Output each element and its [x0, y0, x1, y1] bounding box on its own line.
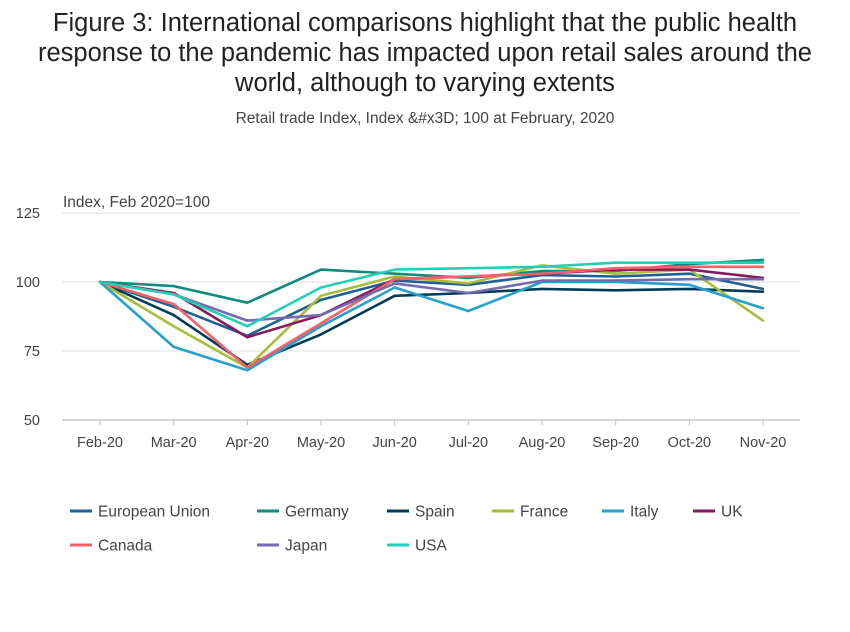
y-axis-label: Index, Feb 2020=100	[63, 194, 210, 211]
x-tick-label: Apr-20	[226, 435, 270, 451]
series-line-japan	[98, 277, 765, 322]
series-line-usa	[98, 261, 765, 328]
legend: European Union Germany Spain France Italy UK C…	[70, 504, 743, 555]
legend-label: Germany	[285, 504, 349, 521]
grid-layer	[62, 212, 800, 421]
y-axis-ticks: 125 100 75 50	[16, 206, 40, 429]
series-line-european-union	[98, 272, 765, 338]
legend-item-germany: Germany	[257, 504, 349, 521]
legend-item-uk: UK	[693, 504, 743, 521]
x-tick-label: Oct-20	[668, 435, 712, 451]
legend-label: European Union	[98, 504, 210, 521]
x-tick-label: May-20	[297, 435, 345, 451]
series-line-italy	[98, 280, 765, 372]
legend-item-canada: Canada	[70, 538, 153, 555]
legend-label: Japan	[285, 538, 327, 555]
series-line-spain	[98, 280, 765, 367]
y-tick-label: 50	[24, 413, 40, 429]
legend-label: Canada	[98, 538, 153, 555]
chart-title: Figure 3: International comparisons high…	[38, 9, 812, 97]
series-line-canada	[98, 265, 765, 369]
legend-item-italy: Italy	[602, 504, 659, 521]
y-tick-label: 75	[24, 344, 40, 360]
legend-label: USA	[415, 538, 448, 555]
legend-item-usa: USA	[387, 538, 448, 555]
legend-label: France	[520, 504, 568, 521]
legend-item-european-union: European Union	[70, 504, 210, 521]
legend-item-spain: Spain	[387, 504, 455, 521]
x-tick-label: Jul-20	[449, 435, 489, 451]
chart-subtitle: Retail trade Index, Index &#x3D; 100 at …	[235, 110, 615, 127]
legend-item-japan: Japan	[257, 538, 327, 555]
x-tick-label: Aug-20	[519, 435, 566, 451]
y-tick-label: 100	[16, 275, 40, 291]
x-tick-label: Feb-20	[77, 435, 123, 451]
x-tick-label: Sep-20	[592, 435, 639, 451]
series-line-france	[98, 264, 765, 369]
series-layer	[98, 258, 765, 372]
x-tick-label: Jun-20	[372, 435, 416, 451]
legend-label: Spain	[415, 504, 455, 521]
legend-label: UK	[721, 504, 743, 521]
x-tick-label: Nov-20	[740, 435, 787, 451]
y-tick-label: 125	[16, 206, 40, 222]
x-tick-label: Mar-20	[151, 435, 197, 451]
x-axis-ticks: Feb-20 Mar-20 Apr-20 May-20 Jun-20 Jul-20 Aug-…	[77, 420, 786, 451]
legend-item-france: France	[492, 504, 568, 521]
legend-label: Italy	[630, 504, 659, 521]
